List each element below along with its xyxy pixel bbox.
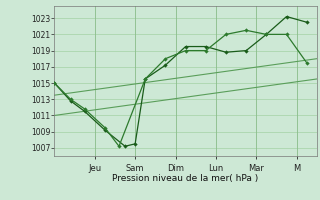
X-axis label: Pression niveau de la mer( hPa ): Pression niveau de la mer( hPa ) <box>112 174 259 183</box>
